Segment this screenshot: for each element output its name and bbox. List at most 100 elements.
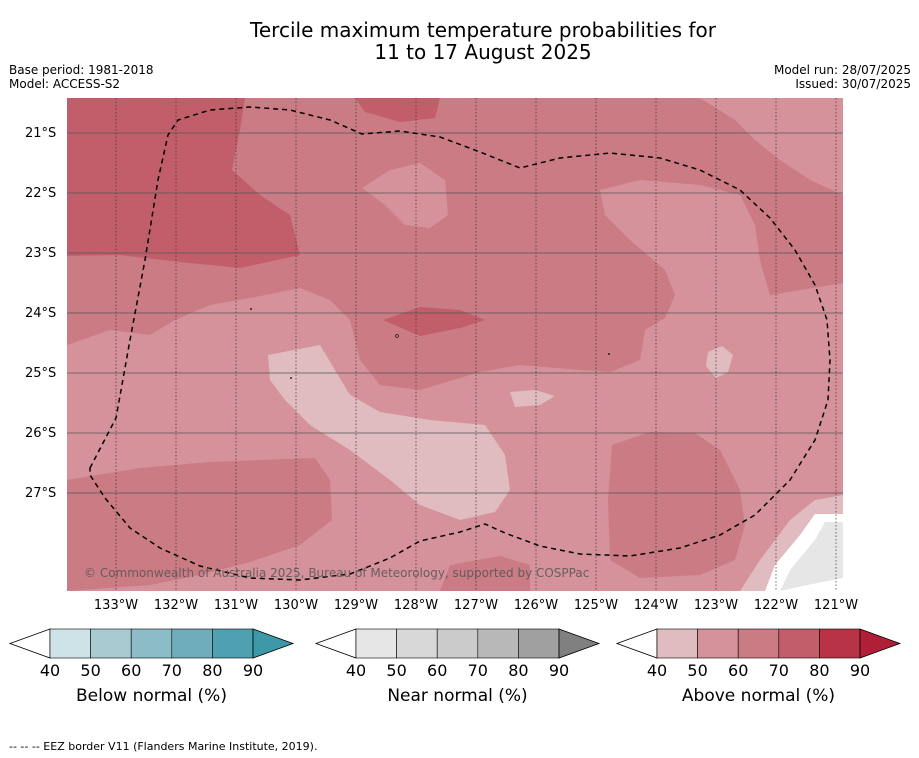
lon-label: 131°W: [213, 598, 259, 613]
colorbar-title: Below normal (%): [76, 686, 227, 706]
colorbar-2: [615, 628, 902, 659]
colorbar-segment: [212, 628, 254, 659]
colorbar-tick: 50: [80, 661, 101, 680]
meridian-lines: [115, 98, 837, 591]
colorbar-segment: [130, 628, 173, 659]
region-60-70-east: [760, 195, 843, 295]
colorbar-tick: 70: [768, 661, 789, 680]
colorbar-segment: [171, 628, 213, 659]
colorbar-segment: [518, 628, 560, 659]
colorbar-tick: 90: [548, 661, 570, 680]
colorbar-segment: [737, 628, 780, 659]
model-run: Model run: 28/07/2025: [773, 63, 911, 77]
lon-label: 126°W: [513, 598, 559, 613]
run-info: Model run: 28/07/2025 Issued: 30/07/2025: [774, 63, 911, 91]
colorbar-tick: 60: [121, 661, 142, 680]
colorbar-segment: [778, 628, 820, 659]
lon-label: 122°W: [753, 598, 799, 613]
region-60-70-southeast: [608, 432, 745, 578]
colorbar-tick: 40: [646, 661, 668, 680]
colorbar-tick: 80: [202, 661, 223, 680]
colorbar-tick: 90: [849, 661, 871, 680]
lon-label: 127°W: [453, 598, 499, 613]
eez-footnote: -- -- -- EEZ border V11 (Flanders Marine…: [9, 740, 318, 753]
model-name: Model: ACCESS-S2: [9, 77, 121, 91]
colorbar-segment: [90, 628, 132, 659]
region-50-60-north-patch: [362, 163, 448, 228]
colorbar-high-arrow: [558, 628, 601, 659]
colorbar-segment: [656, 628, 698, 659]
colorbar-tick: 90: [242, 661, 264, 680]
lat-label: 23°S: [25, 246, 57, 261]
region-40-50-center: [268, 345, 510, 520]
colorbar-tick: 40: [39, 661, 61, 680]
region-50-60-northeast: [700, 98, 843, 195]
copyright-watermark: © Commonwealth of Australia 2025, Bureau…: [84, 566, 590, 580]
lon-label: 124°W: [633, 598, 679, 613]
lat-label: 21°S: [25, 126, 57, 141]
region-near-normal-southeast: [780, 522, 843, 591]
colorbar-tick: 70: [161, 661, 182, 680]
colorbar-low-arrow: [314, 628, 357, 659]
region-70-80-center: [383, 307, 485, 336]
parallel-lines: [67, 132, 843, 494]
colorbar-segment: [396, 628, 438, 659]
region-40-50-small-patch: [510, 390, 555, 407]
colorbar-tick: 50: [386, 661, 407, 680]
colorbar-segment: [355, 628, 397, 659]
island-dot: [250, 308, 252, 310]
colorbar-segment: [819, 628, 861, 659]
colorbar-low-arrow: [615, 628, 658, 659]
base-info: Base period: 1981-2018 Model: ACCESS-S2: [9, 63, 154, 91]
island-dot: [608, 353, 610, 355]
map-area: [67, 98, 843, 591]
island-dot: [395, 334, 399, 338]
lat-label: 27°S: [25, 486, 57, 501]
lat-label: 22°S: [25, 186, 57, 201]
colorbar-segment: [697, 628, 739, 659]
colorbar-high-arrow: [859, 628, 902, 659]
colorbar-tick: 40: [345, 661, 367, 680]
lon-label: 121°W: [813, 598, 859, 613]
region-60-70-south: [440, 556, 530, 591]
colorbar-tick: 80: [809, 661, 830, 680]
colorbar-tick: 80: [508, 661, 529, 680]
lon-label: 125°W: [573, 598, 619, 613]
colorbar-high-arrow: [252, 628, 295, 659]
colorbar-tick: 50: [687, 661, 708, 680]
lon-label: 132°W: [153, 598, 199, 613]
lon-label: 129°W: [333, 598, 379, 613]
lat-label: 25°S: [25, 366, 57, 381]
title-line-1: Tercile maximum temperature probabilitie…: [250, 18, 716, 42]
lon-label: 128°W: [393, 598, 439, 613]
title-line-2: 11 to 17 August 2025: [374, 40, 592, 64]
region-70-80-north: [355, 98, 440, 122]
colorbar-1: [314, 628, 601, 659]
region-70-80-northwest: [67, 98, 300, 268]
colorbar-low-arrow: [8, 628, 51, 659]
colorbar-title: Above normal (%): [681, 686, 836, 706]
colorbar-segment: [49, 628, 91, 659]
colorbar-tick: 70: [467, 661, 488, 680]
lon-label: 133°W: [93, 598, 139, 613]
colorbar-tick: 60: [427, 661, 448, 680]
colorbar-0: [8, 628, 295, 659]
colorbar-title: Near normal (%): [387, 686, 528, 706]
region-70-80-islet: [124, 150, 138, 172]
map-title: Tercile maximum temperature probabilitie…: [0, 19, 919, 63]
lon-label: 123°W: [693, 598, 739, 613]
lat-label: 24°S: [25, 306, 57, 321]
eez-border: [89, 106, 831, 581]
lat-label: 26°S: [25, 426, 57, 441]
base-period: Base period: 1981-2018: [9, 63, 154, 77]
island-dot: [290, 377, 292, 379]
colorbars: [8, 628, 902, 659]
lon-label: 130°W: [273, 598, 319, 613]
issued-date: Issued: 30/07/2025: [795, 77, 911, 91]
colorbar-segment: [436, 628, 479, 659]
colorbar-tick: 60: [728, 661, 749, 680]
region-40-50-east-patch: [706, 346, 733, 378]
region-60-70-southwest: [67, 458, 332, 591]
colorbar-segment: [477, 628, 519, 659]
